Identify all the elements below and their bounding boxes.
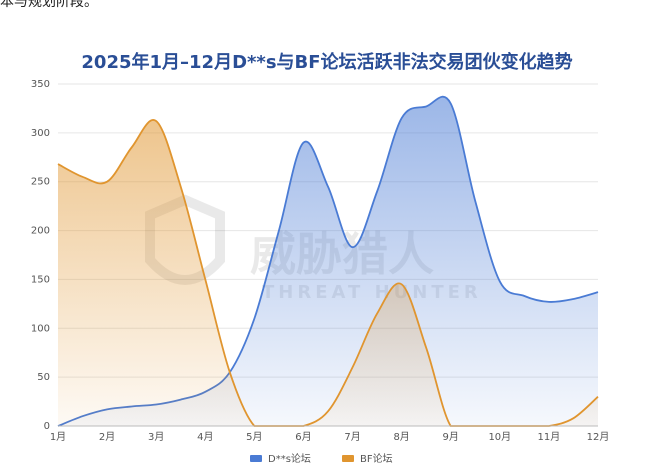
top-snippet-text: 本与规划阶段。 [0, 0, 98, 10]
x-tick-label: 7月 [344, 431, 360, 443]
x-tick-label: 8月 [393, 431, 409, 443]
y-tick-label: 350 [31, 79, 50, 90]
x-tick-label: 4月 [197, 431, 213, 443]
x-tick-label: 5月 [246, 431, 262, 443]
y-tick-label: 100 [31, 323, 50, 334]
y-tick-label: 150 [31, 274, 50, 285]
series-area-1 [58, 96, 598, 427]
y-tick-label: 0 [44, 421, 50, 432]
legend-label: D**s论坛 [268, 452, 311, 465]
series-area-2 [58, 119, 598, 426]
legend-swatch [250, 455, 262, 462]
x-tick-label: 9月 [443, 431, 459, 443]
chart-title: 2025年1月–12月D**s与BF论坛活跃非法交易团伙变化趋势 [81, 52, 573, 73]
y-tick-label: 250 [31, 177, 50, 188]
x-tick-label: 6月 [295, 431, 311, 443]
x-tick-label: 12月 [587, 431, 610, 443]
legend-label: BF论坛 [360, 452, 393, 465]
y-tick-label: 50 [37, 372, 50, 383]
x-tick-label: 11月 [538, 431, 561, 443]
legend-swatch [342, 455, 354, 462]
x-tick-label: 3月 [148, 431, 164, 443]
y-tick-label: 200 [31, 226, 50, 237]
x-tick-label: 1月 [50, 431, 66, 443]
y-tick-label: 300 [31, 128, 50, 139]
x-tick-label: 10月 [488, 431, 511, 443]
x-tick-label: 2月 [99, 431, 115, 443]
